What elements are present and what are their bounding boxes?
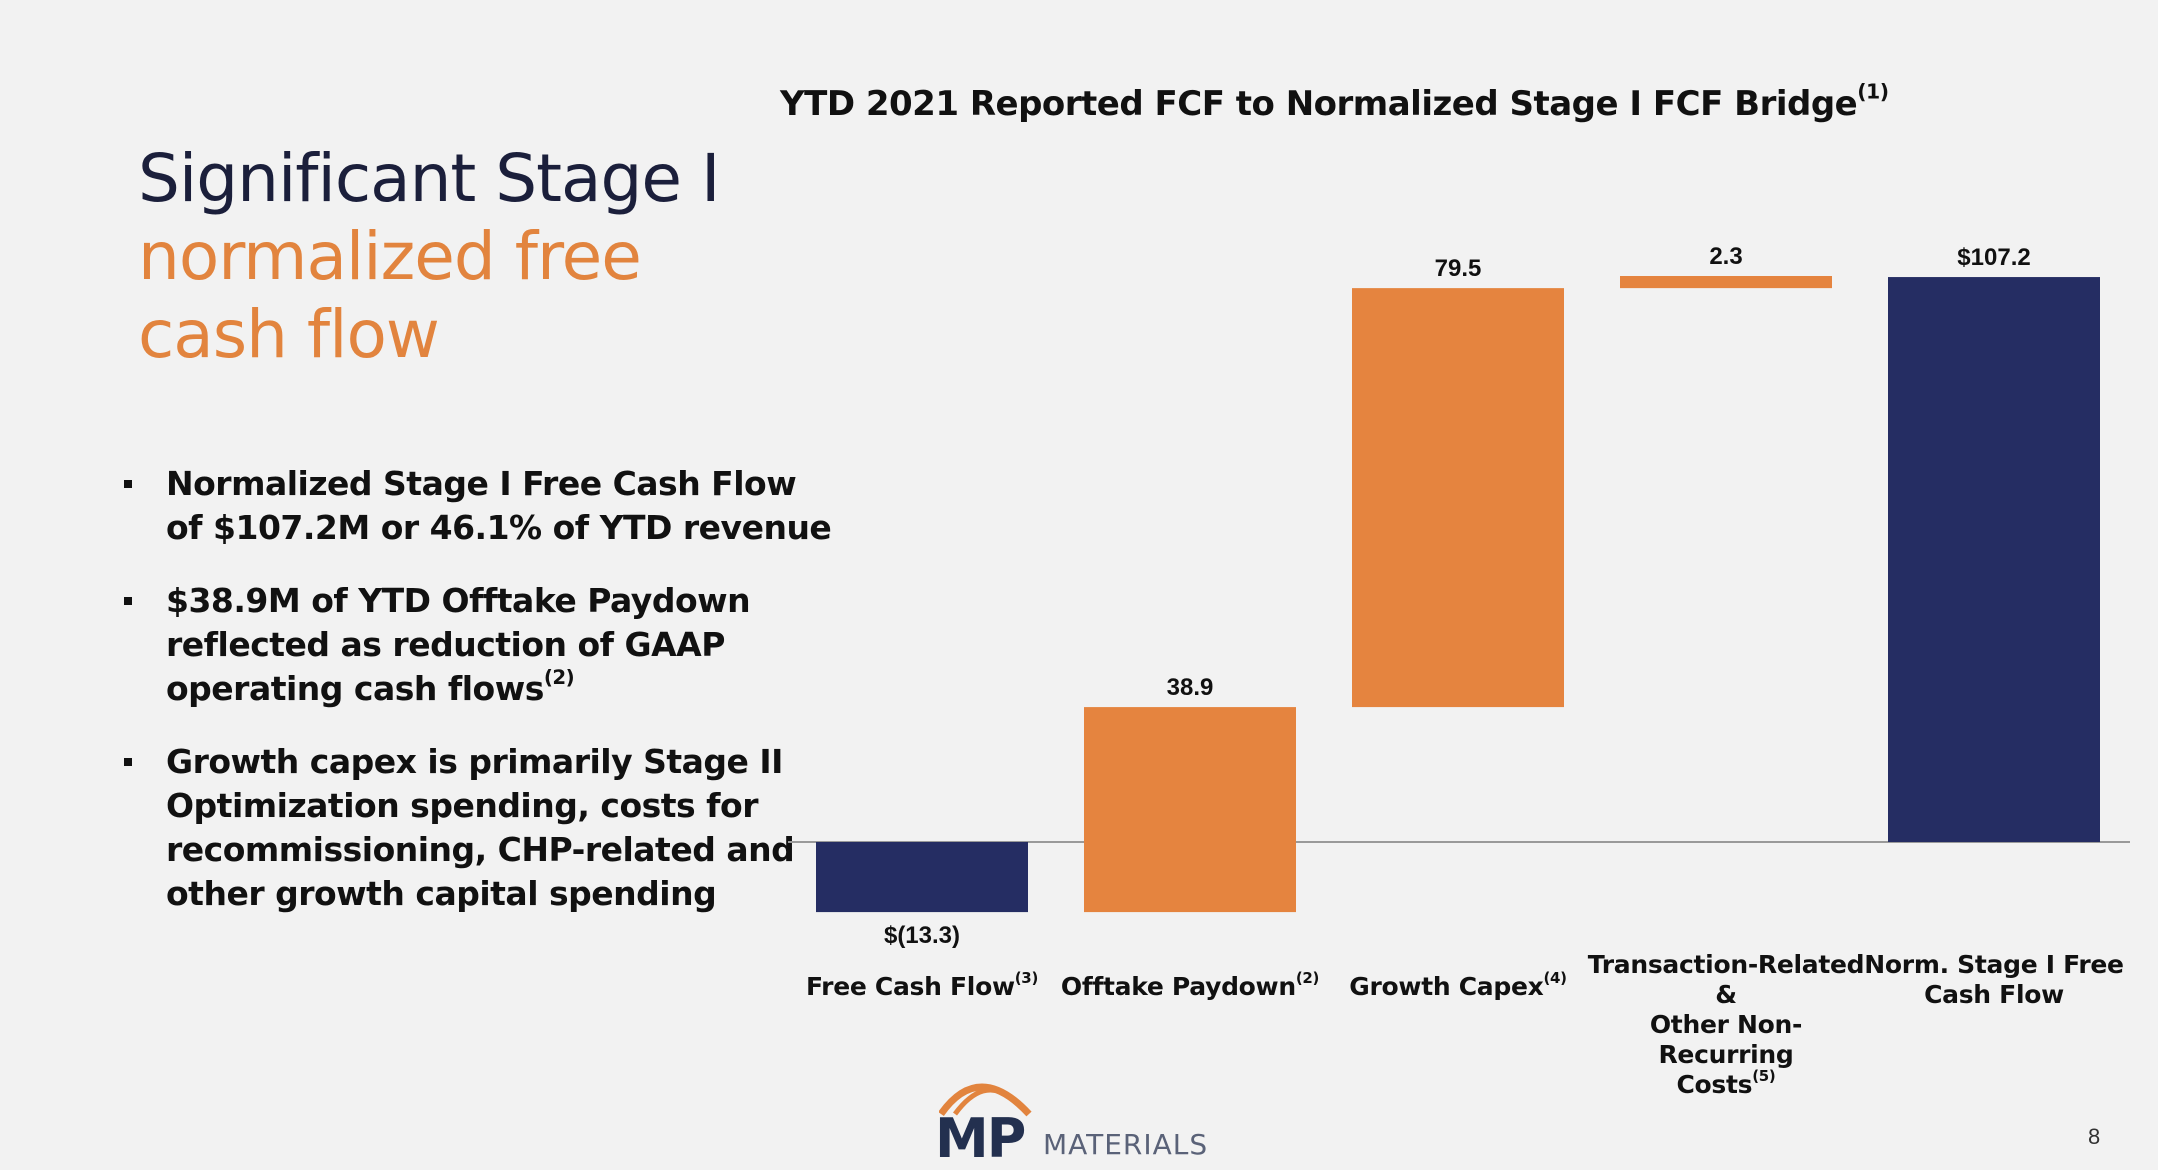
bullet-marker-icon — [124, 758, 132, 766]
category-label: Growth Capex(4) — [1318, 969, 1598, 1002]
bullet-line: operating cash flows(2) — [166, 667, 780, 711]
footnote-marker: (2) — [1295, 969, 1320, 987]
heading-line-3: cash flow — [138, 296, 440, 373]
bullet-list: Normalized Stage I Free Cash Flow of $10… — [120, 462, 832, 945]
bullet-item: $38.9M of YTD Offtake Paydown reflected … — [120, 579, 780, 711]
category-label: Free Cash Flow(3) — [782, 969, 1062, 1002]
category-label-line: Other Non-Recurring — [1649, 1010, 1803, 1069]
category-label: Offtake Paydown(2) — [1050, 969, 1330, 1002]
data-label: 2.3 — [1709, 243, 1742, 270]
bullet-item: Growth capex is primarily Stage II Optim… — [120, 740, 795, 916]
category-label-line: Norm. Stage I Free — [1864, 950, 2124, 979]
bullet-line-text: operating cash flows — [166, 669, 544, 708]
bullet-line: of $107.2M or 46.1% of YTD revenue — [166, 508, 832, 547]
footnote-marker: (2) — [543, 666, 575, 690]
category-label: Transaction-Related & Other Non-Recurring… — [1586, 950, 1866, 1100]
category-label-line: Growth Capex(4) — [1349, 969, 1567, 1002]
bullet-line: other growth capital spending — [166, 874, 717, 913]
data-label: $(13.3) — [884, 922, 960, 949]
chart-title: YTD 2021 Reported FCF to Normalized Stag… — [780, 81, 1940, 124]
bar — [1620, 276, 1832, 289]
category-label-line: Free Cash Flow(3) — [806, 969, 1039, 1002]
footnote-marker: (4) — [1543, 969, 1567, 987]
bullet-line: Growth capex is primarily Stage II — [166, 742, 783, 781]
bar — [1888, 277, 2100, 842]
footnote-marker: (5) — [1752, 1067, 1776, 1085]
logo-materials-text: MATERIALS — [1043, 1128, 1209, 1161]
category-label-line: Transaction-Related & — [1587, 950, 1865, 1009]
data-label: 79.5 — [1435, 255, 1482, 282]
bar — [1352, 288, 1564, 708]
chart-title-footnote: (1) — [1857, 79, 1889, 104]
bar — [816, 842, 1028, 913]
category-label: Norm. Stage I Free Cash Flow — [1854, 950, 2134, 1010]
data-label: $107.2 — [1957, 244, 2030, 271]
page-number: 8 — [2088, 1124, 2101, 1149]
bullet-item: Normalized Stage I Free Cash Flow of $10… — [120, 462, 832, 550]
data-label: 38.9 — [1167, 674, 1214, 701]
bullet-marker-icon — [124, 597, 132, 605]
category-label-line: Offtake Paydown(2) — [1060, 969, 1320, 1002]
category-label-line: Cash Flow — [1924, 980, 2064, 1009]
chart-title-text: YTD 2021 Reported FCF to Normalized Stag… — [780, 84, 1858, 124]
bar — [1084, 707, 1296, 913]
slide-heading: Significant Stage I normalized free cash… — [138, 140, 720, 374]
bullet-line: recommissioning, CHP-related and — [166, 830, 795, 869]
company-logo: MP MATERIALS — [935, 1068, 1235, 1166]
logo-mp-text: MP — [935, 1107, 1026, 1170]
heading-line-1: Significant Stage I — [138, 140, 720, 217]
heading-line-2: normalized free — [138, 218, 642, 295]
mountain-arc-icon — [939, 1083, 1032, 1117]
bullet-line: Optimization spending, costs for — [166, 786, 758, 825]
bullet-marker-icon — [124, 480, 132, 488]
bullet-line: $38.9M of YTD Offtake Paydown — [166, 581, 751, 620]
footnote-marker: (3) — [1014, 969, 1039, 987]
bullet-line: reflected as reduction of GAAP — [166, 625, 725, 664]
bullet-line: Normalized Stage I Free Cash Flow — [166, 464, 797, 503]
category-label-line: Costs(5) — [1676, 1067, 1776, 1100]
